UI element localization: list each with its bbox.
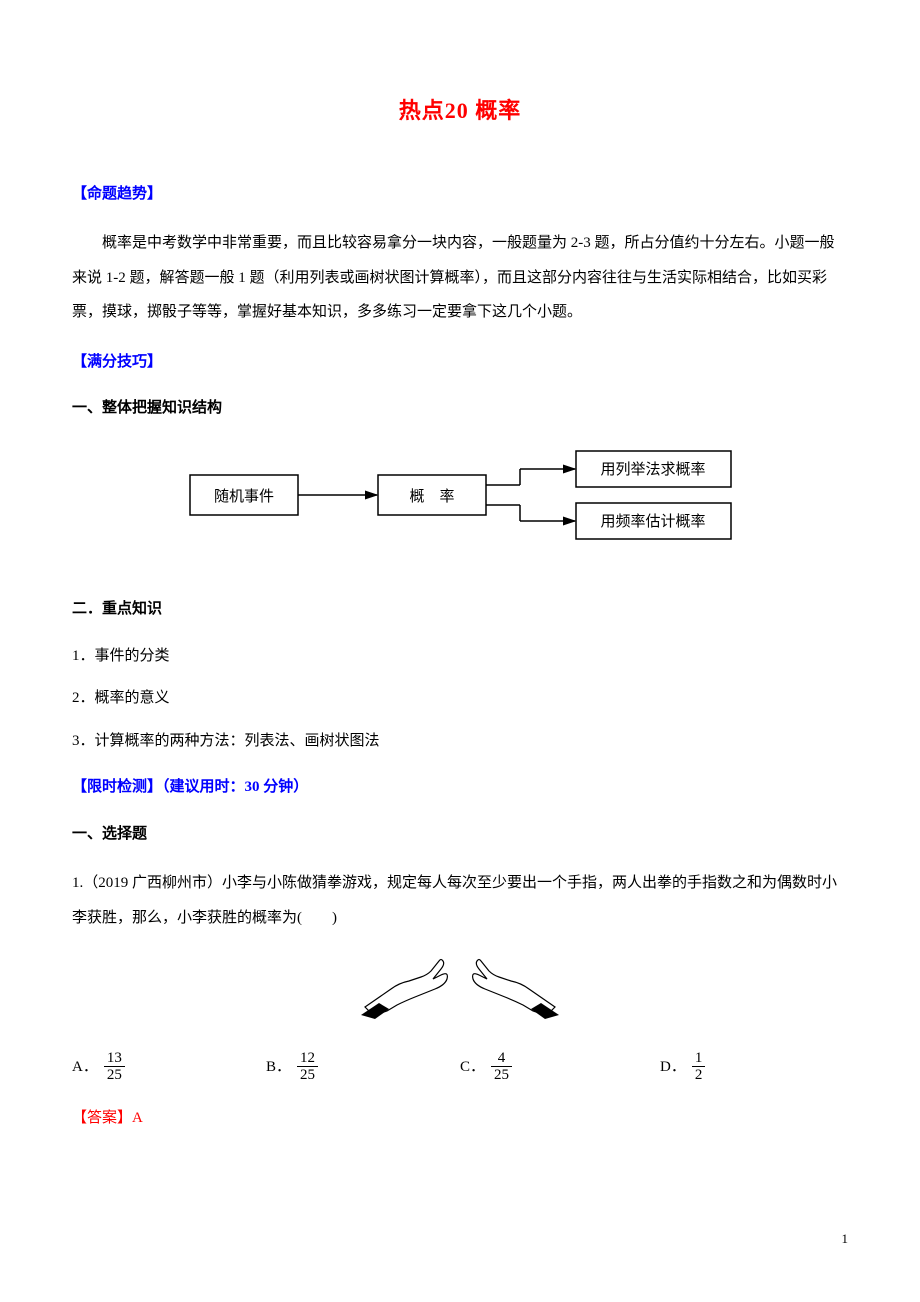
page: 热点20 概率 【命题趋势】 概率是中考数学中非常重要，而且比较容易拿分一块内容… (0, 0, 920, 1302)
option-b-den: 25 (297, 1067, 318, 1084)
diagram-box2: 概 率 (409, 488, 454, 505)
answer-label: 【答案】A (72, 1104, 848, 1133)
hands-svg (355, 949, 565, 1019)
structure-heading: 一、整体把握知识结构 (72, 394, 848, 423)
option-b-fraction: 12 25 (297, 1050, 318, 1084)
option-c-label: C． (460, 1053, 485, 1082)
diagram-box3: 用列举法求概率 (600, 461, 705, 478)
page-number: 1 (842, 1227, 849, 1252)
key-item-2: 2．概率的意义 (72, 684, 848, 713)
problem-1-text: 1.（2019 广西柳州市）小李与小陈做猜拳游戏，规定每人每次至少要出一个手指，… (72, 866, 848, 935)
key-item-3: 3．计算概率的两种方法：列表法、画树状图法 (72, 727, 848, 756)
hands-illustration (72, 949, 848, 1030)
option-a-num: 13 (104, 1050, 125, 1068)
option-c-den: 25 (491, 1067, 512, 1084)
option-d: D． 1 2 (660, 1050, 810, 1084)
right-hand-icon (473, 960, 559, 1020)
option-d-num: 1 (692, 1050, 706, 1068)
options-row: A． 13 25 B． 12 25 C． 4 25 D． 1 2 (72, 1050, 848, 1084)
option-a-den: 25 (104, 1067, 125, 1084)
diagram-box4: 用频率估计概率 (600, 513, 705, 530)
option-c-num: 4 (491, 1050, 512, 1068)
left-hand-icon (361, 960, 447, 1020)
title-prefix: 热点20 (399, 98, 469, 123)
choice-heading: 一、选择题 (72, 820, 848, 849)
key-item-1: 1．事件的分类 (72, 642, 848, 671)
diagram-box1: 随机事件 (214, 488, 274, 505)
option-c-fraction: 4 25 (491, 1050, 512, 1084)
knowledge-diagram: 随机事件 概 率 用列举法求概率 用频率估计概率 (72, 441, 848, 572)
option-d-label: D． (660, 1053, 686, 1082)
key-heading: 二．重点知识 (72, 595, 848, 624)
option-b: B． 12 25 (266, 1050, 460, 1084)
option-c: C． 4 25 (460, 1050, 660, 1084)
diagram-svg: 随机事件 概 率 用列举法求概率 用频率估计概率 (180, 441, 740, 561)
title-suffix: 概率 (475, 98, 521, 123)
option-b-num: 12 (297, 1050, 318, 1068)
section-skill-label: 【满分技巧】 (72, 348, 848, 377)
option-d-den: 2 (692, 1067, 706, 1084)
page-title: 热点20 概率 (72, 90, 848, 132)
option-a-label: A． (72, 1053, 98, 1082)
option-a: A． 13 25 (72, 1050, 266, 1084)
trend-paragraph: 概率是中考数学中非常重要，而且比较容易拿分一块内容，一般题量为 2-3 题，所占… (72, 226, 848, 330)
option-d-fraction: 1 2 (692, 1050, 706, 1084)
option-a-fraction: 13 25 (104, 1050, 125, 1084)
section-timed-label: 【限时检测】（建议用时：30 分钟） (72, 773, 848, 802)
section-trend-label: 【命题趋势】 (72, 180, 848, 209)
option-b-label: B． (266, 1053, 291, 1082)
